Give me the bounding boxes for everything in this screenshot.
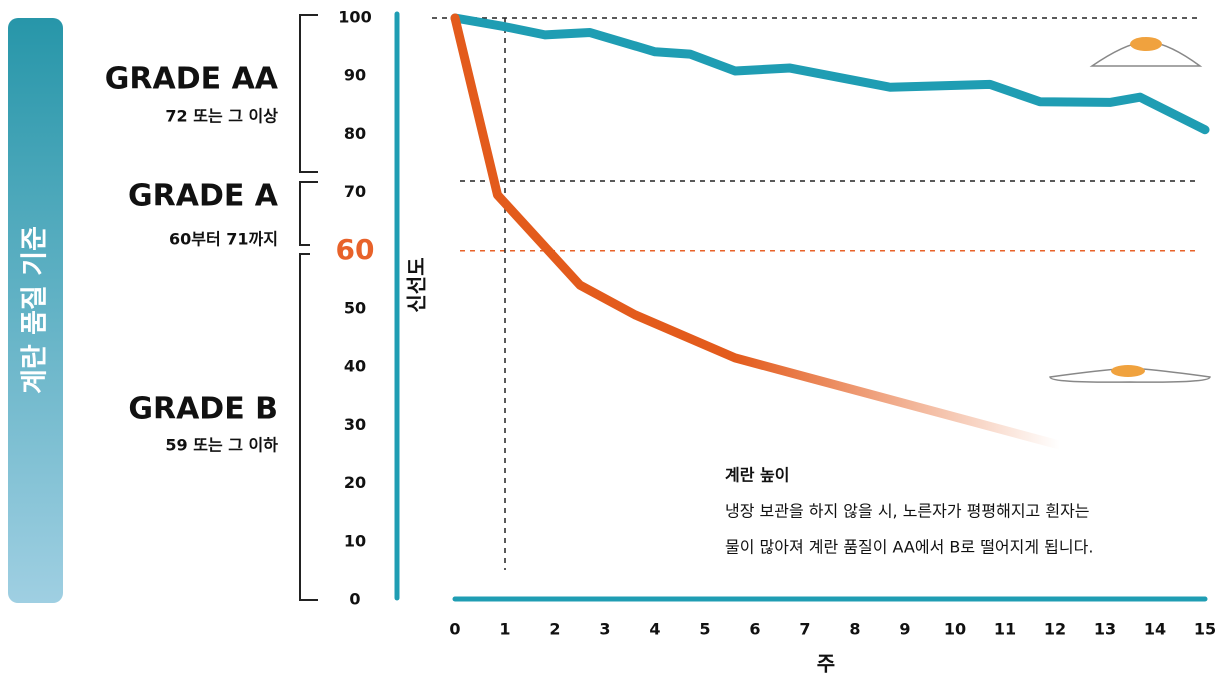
infographic: 계란 품질 기준 GRADE AA 72 또는 그 이상 GRADE A 60부… (0, 0, 1224, 680)
x-tick-label: 13 (1094, 620, 1116, 639)
y-tick-label: 90 (344, 66, 366, 85)
x-tick-label: 8 (849, 620, 860, 639)
grade-subtitle: 60부터 71까지 (169, 230, 278, 249)
x-tick-label: 11 (994, 620, 1016, 639)
egg-icon (1092, 37, 1200, 66)
grade-subtitle: 59 또는 그 이하 (165, 436, 278, 455)
x-tick-label: 2 (549, 620, 560, 639)
x-tick-label: 12 (1044, 620, 1066, 639)
x-tick-label: 14 (1144, 620, 1166, 639)
y-tick-label: 30 (344, 415, 366, 434)
bracket (300, 15, 318, 172)
x-tick-label: 0 (449, 620, 460, 639)
egg-icon (1050, 365, 1210, 382)
x-tick-label: 10 (944, 620, 966, 639)
x-tick-label: 4 (649, 620, 660, 639)
bracket (300, 182, 318, 245)
x-tick-label: 1 (499, 620, 510, 639)
y-tick-label: 50 (344, 299, 366, 318)
series-line (455, 18, 1205, 130)
annotation-text: 냉장 보관을 하지 않을 시, 노른자가 평평해지고 흰자는 (725, 502, 1090, 521)
grade-title: GRADE B (128, 392, 278, 427)
x-tick-label: 3 (599, 620, 610, 639)
x-tick-label: 5 (699, 620, 710, 639)
x-tick-label: 9 (899, 620, 910, 639)
x-tick-label: 15 (1194, 620, 1216, 639)
grade-title: GRADE A (128, 179, 279, 214)
y-tick-label: 10 (344, 531, 366, 550)
y-tick-label: 100 (338, 8, 371, 27)
annotation-text: 물이 많아져 계란 품질이 AA에서 B로 떨어지게 됩니다. (725, 538, 1093, 557)
grade-title: GRADE AA (105, 62, 279, 97)
y-tick-label: 70 (344, 182, 366, 201)
y-axis-label: 신선도 (405, 257, 429, 312)
bracket (300, 254, 318, 600)
y-tick-label: 20 (344, 473, 366, 492)
x-tick-label: 6 (749, 620, 760, 639)
y-tick-label: 60 (336, 233, 375, 266)
x-tick-label: 7 (799, 620, 810, 639)
y-tick-label: 80 (344, 124, 366, 143)
x-axis-label: 주 (817, 652, 835, 676)
y-tick-label: 0 (349, 590, 360, 609)
side-label: 계란 품질 기준 (20, 226, 51, 394)
annotation-title: 계란 높이 (725, 466, 789, 485)
y-tick-label: 40 (344, 357, 366, 376)
grade-subtitle: 72 또는 그 이상 (165, 107, 278, 126)
